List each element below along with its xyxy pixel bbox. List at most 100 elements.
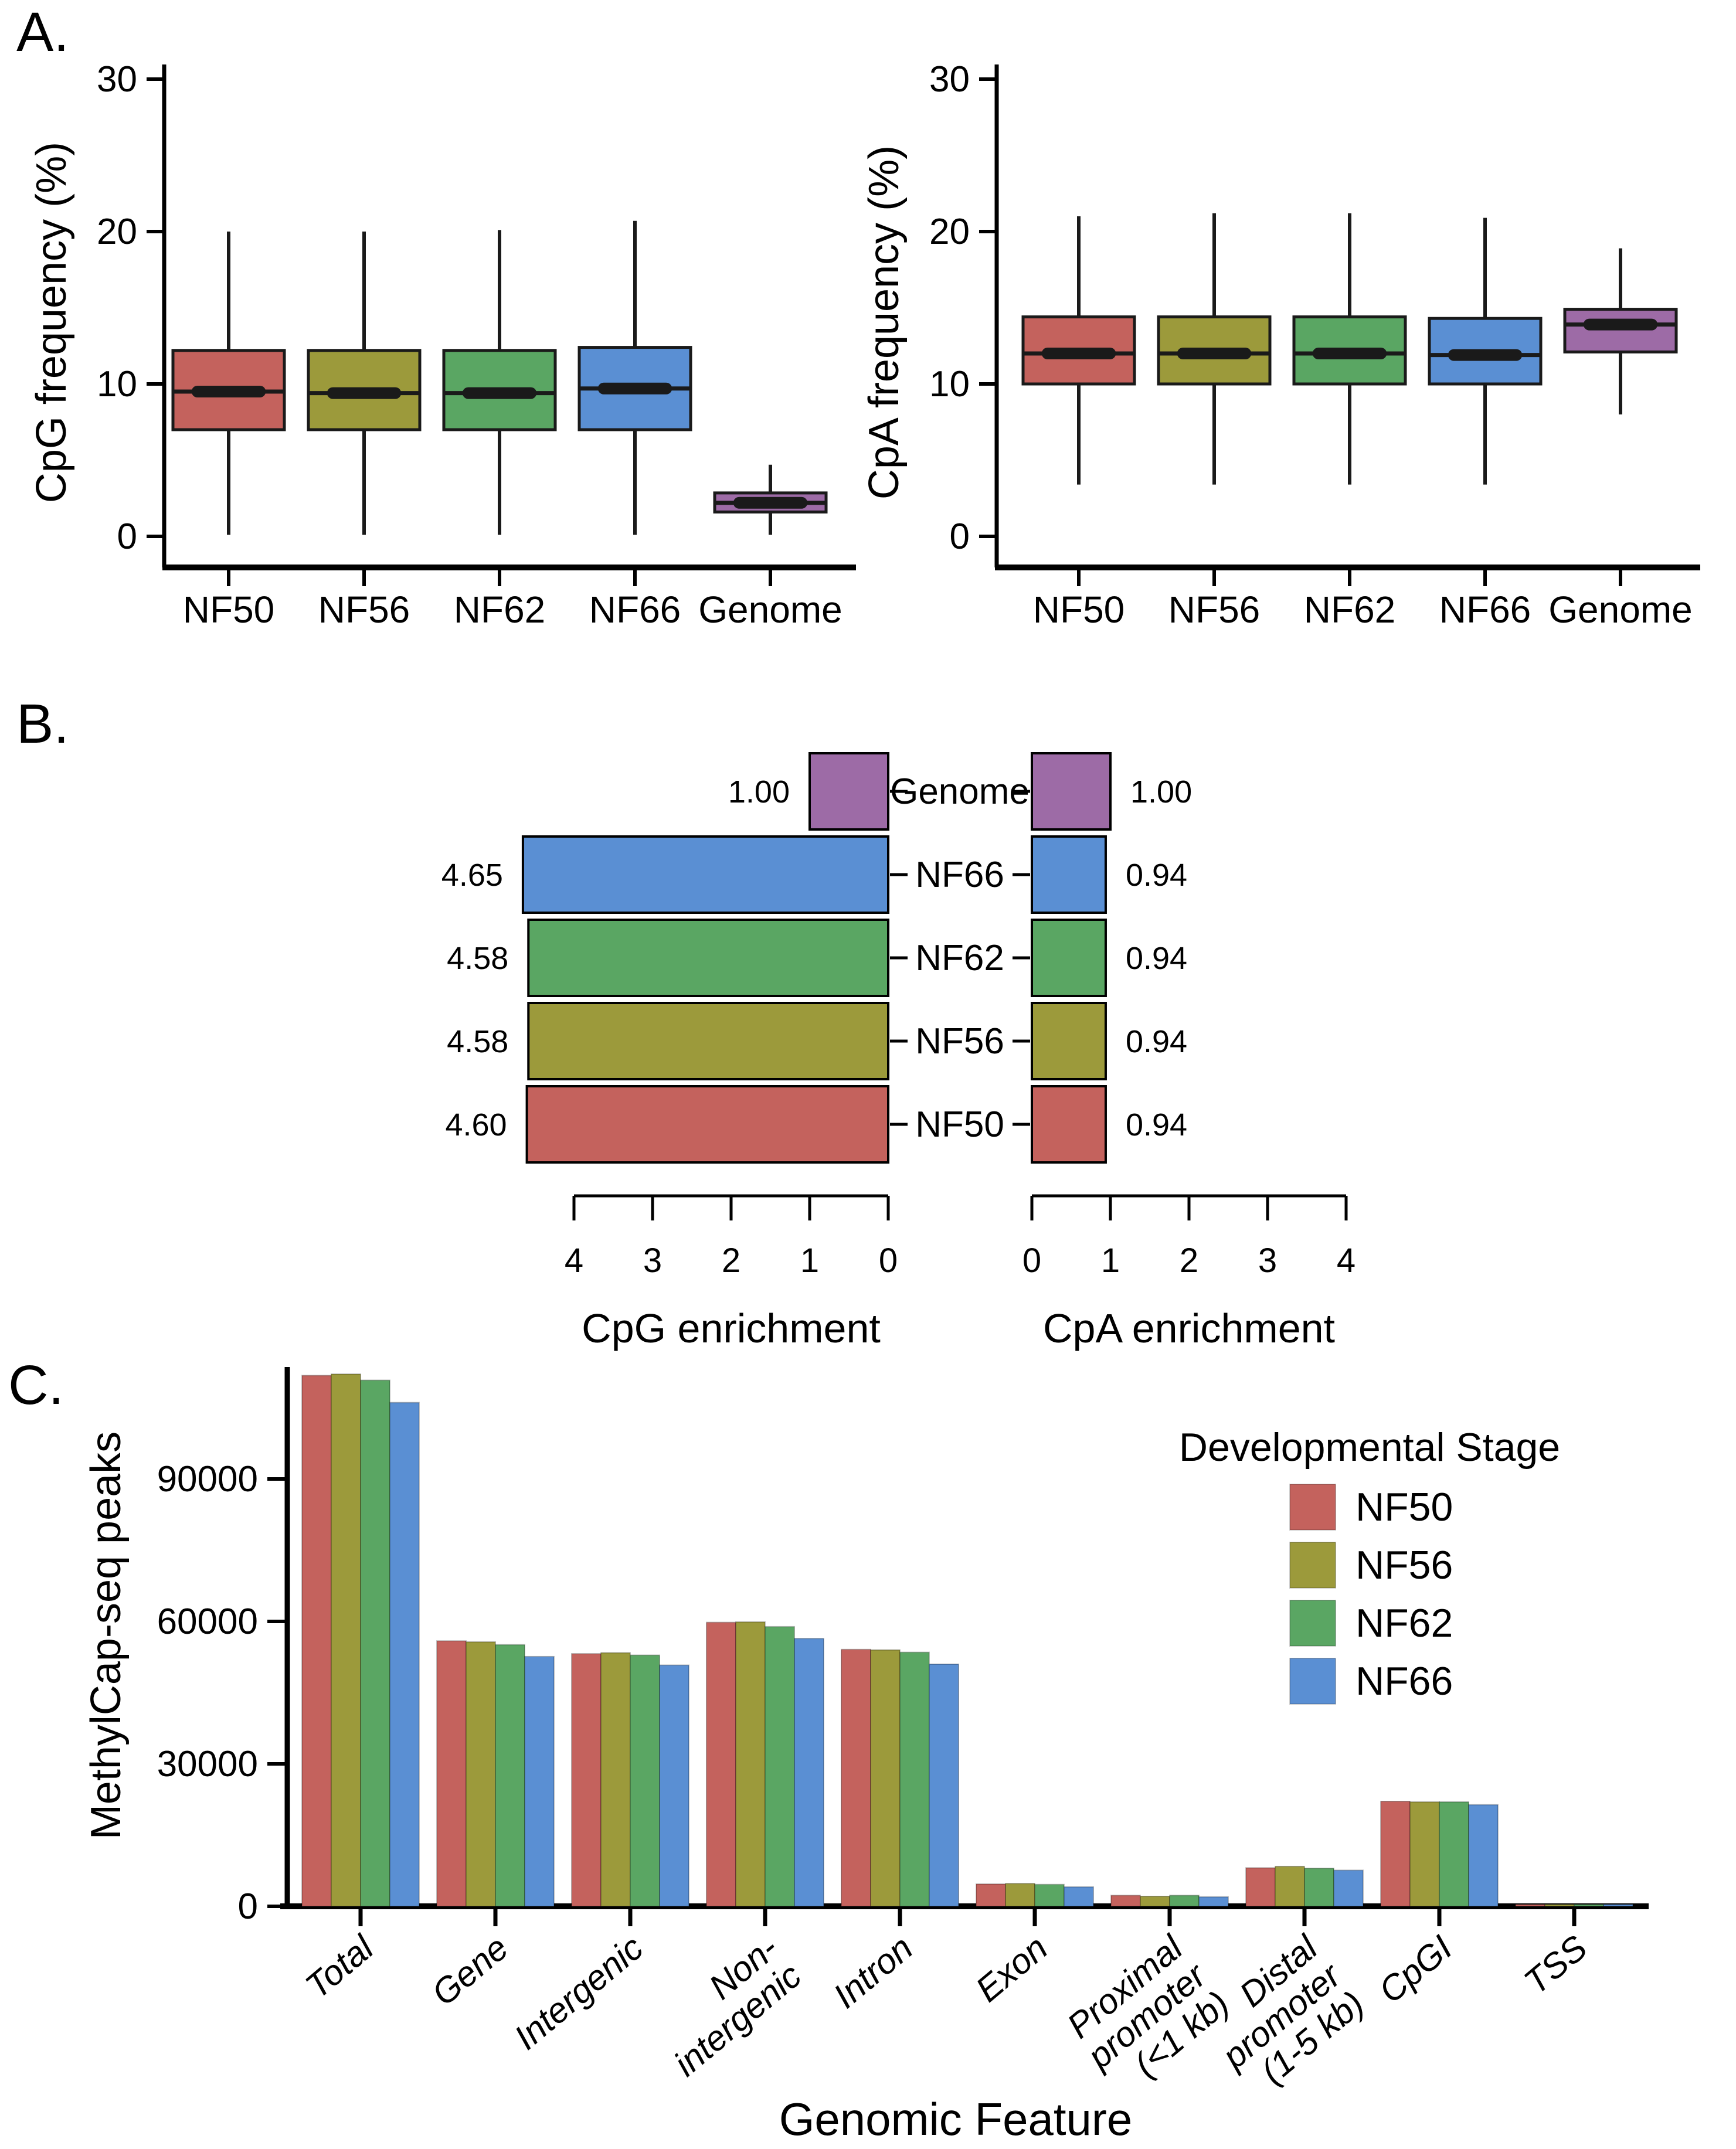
y-axis-title: CpA frequency (%) xyxy=(861,145,908,499)
cpa-enrichment-bar-NF62 xyxy=(1031,919,1107,997)
x-axis-title: Genomic Feature xyxy=(779,2093,1133,2145)
x-category-label: Genome xyxy=(698,589,842,631)
bar-Proximal-promoter-(<1 kb)-NF56 xyxy=(1140,1895,1170,1907)
cpa-enrichment-value-NF50: 0.94 xyxy=(1126,1107,1187,1142)
x-category-label: Total xyxy=(298,1927,381,2007)
y-tick-label: 60000 xyxy=(157,1601,258,1642)
x-category-label: Intergenic xyxy=(507,1928,650,2058)
bar-Gene-NF50 xyxy=(436,1640,467,1907)
y-tick-label: 30 xyxy=(97,59,137,100)
cpg-enrichment-bar-NF56 xyxy=(527,1002,889,1080)
cpa-enrichment-value-NF66: 0.94 xyxy=(1126,858,1187,893)
cpa-axis-tick-label: 4 xyxy=(1337,1242,1355,1280)
y-tick-label: 20 xyxy=(97,212,137,252)
center-category-label-NF62: NF62 xyxy=(915,938,1004,978)
x-category-label: NF62 xyxy=(1304,589,1396,631)
bar-Intron-NF56 xyxy=(870,1649,901,1907)
bar-Gene-NF66 xyxy=(524,1655,555,1907)
bar-Gene-NF56 xyxy=(466,1641,496,1907)
cpg-axis-tick-label: 2 xyxy=(722,1242,740,1280)
legend-label-NF66: NF66 xyxy=(1355,1659,1453,1703)
bar-Intergenic-NF62 xyxy=(630,1654,660,1907)
cpa-enrichment-bar-Genome xyxy=(1031,752,1112,831)
cpg-enrichment-value-NF56: 4.58 xyxy=(447,1024,508,1059)
y-tick-label: 30000 xyxy=(157,1744,258,1784)
x-category-label: NF66 xyxy=(1439,589,1531,631)
x-category-label: Non-intergenic xyxy=(643,1928,808,2084)
cpa-enrichment-bar-NF56 xyxy=(1031,1002,1107,1080)
bar-Total-NF62 xyxy=(360,1379,390,1907)
bar-Total-NF56 xyxy=(331,1373,361,1907)
center-category-label-NF66: NF66 xyxy=(915,855,1004,895)
cpg-axis-title: CpG enrichment xyxy=(582,1305,881,1351)
cpg-enrichment-value-NF62: 4.58 xyxy=(447,941,508,976)
y-tick-label: 30 xyxy=(929,59,970,100)
bar-Proximal-promoter-(<1 kb)-NF62 xyxy=(1169,1895,1200,1907)
cpa-enrichment-bar-NF50 xyxy=(1031,1085,1107,1164)
x-category-label: NF66 xyxy=(589,589,681,631)
x-category-label-line: CpGI xyxy=(1371,1928,1459,2011)
bar-Intergenic-NF66 xyxy=(659,1664,689,1907)
legend-label-NF62: NF62 xyxy=(1355,1601,1453,1645)
x-category-label-line: TSS xyxy=(1517,1928,1594,2002)
cpa-axis-tick-label: 2 xyxy=(1180,1242,1198,1280)
legend-swatch-NF62 xyxy=(1289,1600,1336,1647)
bar-TSS-NF56 xyxy=(1544,1903,1575,1907)
cpa-enrichment-bar-NF66 xyxy=(1031,835,1107,914)
x-category-label: Exon xyxy=(969,1928,1055,2009)
x-category-label: CpGI xyxy=(1371,1928,1459,2011)
cpg-axis-tick-label: 4 xyxy=(565,1242,583,1280)
y-axis-title: CpG frequency (%) xyxy=(28,142,75,503)
cpg-enrichment-bar-NF62 xyxy=(527,919,889,997)
cpa-axis-tick-label: 1 xyxy=(1101,1242,1120,1280)
bar-Total-NF50 xyxy=(301,1375,332,1907)
bar-Distal-promoter-(1-5 kb)-NF62 xyxy=(1304,1868,1334,1907)
legend-swatch-NF50 xyxy=(1289,1484,1336,1531)
cpg-enrichment-bar-NF50 xyxy=(525,1085,889,1164)
bar-Gene-NF62 xyxy=(495,1644,525,1907)
legend-label-NF56: NF56 xyxy=(1355,1543,1453,1587)
center-category-label-Genome: Genome xyxy=(890,771,1030,812)
cpg-enrichment-value-Genome: 1.00 xyxy=(728,774,790,810)
y-tick-label: 0 xyxy=(117,516,137,557)
x-category-label: NF50 xyxy=(1033,589,1125,631)
x-category-label: Gene xyxy=(424,1928,516,2014)
bar-CpGI-NF66 xyxy=(1468,1804,1499,1907)
bar-Distal-promoter-(1-5 kb)-NF50 xyxy=(1245,1867,1276,1907)
cpg-enrichment-value-NF66: 4.65 xyxy=(441,858,503,893)
legend-title: Developmental Stage xyxy=(1179,1425,1560,1470)
cpa-enrichment-value-NF62: 0.94 xyxy=(1126,941,1187,976)
bar-TSS-NF66 xyxy=(1603,1903,1633,1907)
legend-swatch-NF66 xyxy=(1289,1658,1336,1705)
x-category-label: NF56 xyxy=(318,589,410,631)
cpa-axis-title: CpA enrichment xyxy=(1043,1305,1335,1351)
center-category-label-NF56: NF56 xyxy=(915,1021,1004,1062)
center-category-label-NF50: NF50 xyxy=(915,1104,1004,1145)
cpa-axis-tick-label: 0 xyxy=(1022,1242,1041,1280)
cpg-enrichment-bar-NF66 xyxy=(521,835,889,914)
legend-swatch-NF56 xyxy=(1289,1542,1336,1589)
bar-Non--intergenic-NF50 xyxy=(706,1621,736,1907)
x-category-label: Proximalpromoter(<1 kb) xyxy=(1056,1927,1238,2104)
bar-Proximal-promoter-(<1 kb)-NF66 xyxy=(1198,1896,1229,1907)
bar-Intron-NF50 xyxy=(841,1648,871,1907)
x-category-label-line: Gene xyxy=(424,1928,516,2014)
bar-CpGI-NF62 xyxy=(1439,1801,1469,1907)
y-tick-label: 90000 xyxy=(157,1459,258,1499)
y-tick-label: 20 xyxy=(929,212,970,252)
bar-Distal-promoter-(1-5 kb)-NF56 xyxy=(1275,1865,1305,1907)
y-tick-label: 10 xyxy=(929,364,970,404)
y-axis-title: MethylCap-seq peaks xyxy=(83,1431,130,1839)
y-tick-label: 10 xyxy=(97,364,137,404)
bar-Non--intergenic-NF56 xyxy=(735,1621,766,1907)
cpa-enrichment-value-NF56: 0.94 xyxy=(1126,1024,1187,1059)
bar-Exon-NF50 xyxy=(976,1883,1006,1907)
cpg-axis-tick-label: 1 xyxy=(800,1242,819,1280)
cpg-enrichment-value-NF50: 4.60 xyxy=(445,1107,507,1142)
bar-Exon-NF62 xyxy=(1034,1883,1065,1907)
panel-a-label: A. xyxy=(16,1,69,63)
y-tick-label: 0 xyxy=(950,516,970,557)
bar-Intergenic-NF56 xyxy=(600,1652,631,1907)
x-category-label-line: Total xyxy=(298,1927,381,2007)
